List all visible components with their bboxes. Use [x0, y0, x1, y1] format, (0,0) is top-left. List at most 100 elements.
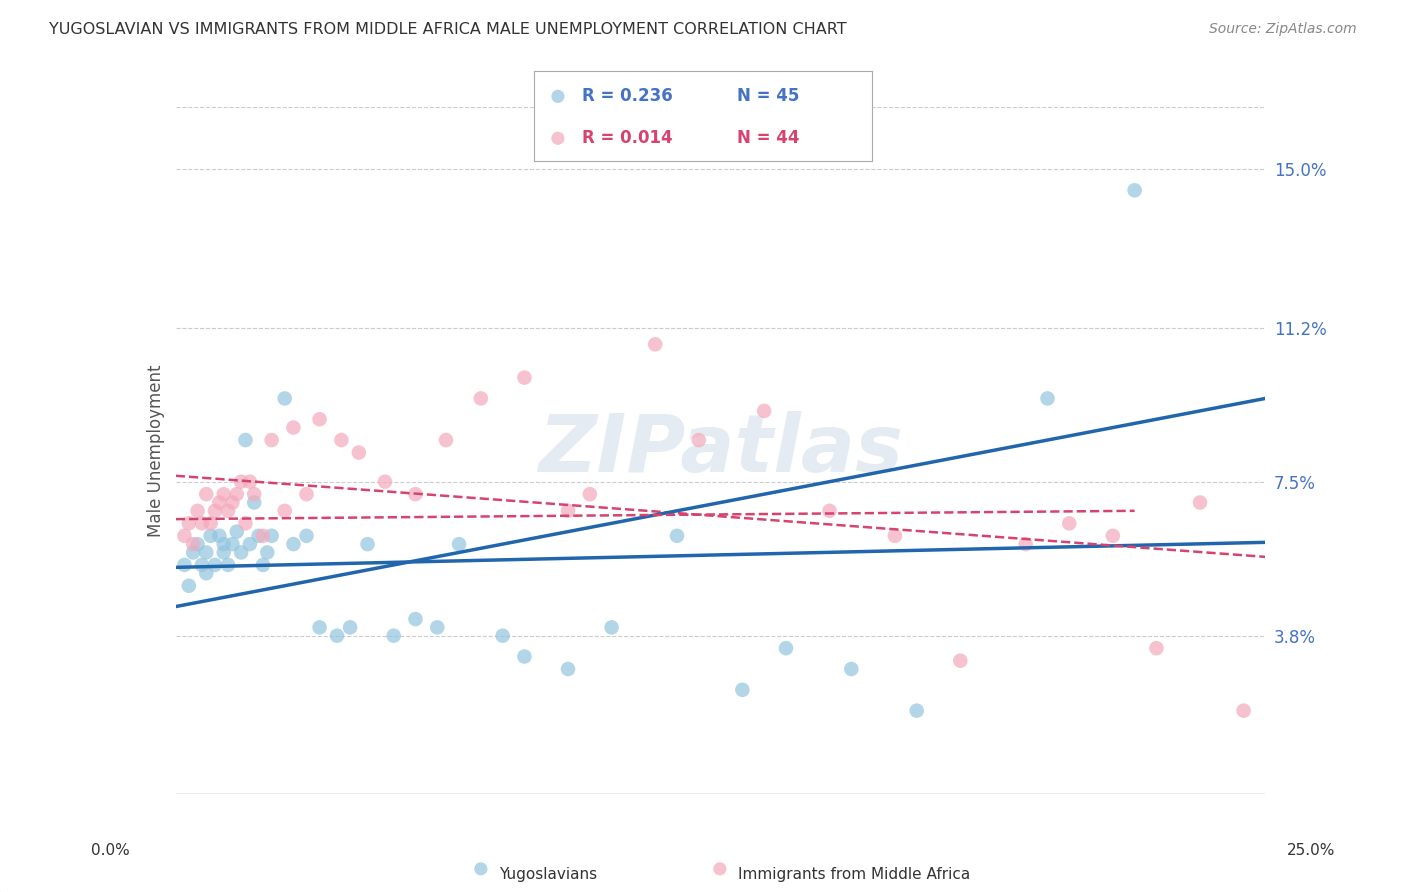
Point: [326, 629, 349, 643]
Point: [274, 392, 297, 406]
Point: [191, 516, 214, 531]
Point: [644, 337, 666, 351]
Point: [547, 89, 569, 103]
Text: 25.0%: 25.0%: [1288, 843, 1336, 858]
Point: [200, 516, 222, 531]
Point: [247, 529, 270, 543]
Point: [600, 620, 623, 634]
Text: Immigrants from Middle Africa: Immigrants from Middle Africa: [738, 867, 970, 881]
Point: [374, 475, 396, 489]
Point: [212, 487, 235, 501]
Point: [239, 537, 262, 551]
Point: [235, 433, 257, 447]
Text: R = 0.236: R = 0.236: [582, 87, 672, 105]
Point: [217, 504, 239, 518]
Point: [492, 629, 515, 643]
Point: [405, 487, 427, 501]
Text: ZIPatlas: ZIPatlas: [538, 411, 903, 490]
Point: [195, 487, 218, 501]
Point: [221, 537, 243, 551]
Point: [186, 537, 209, 551]
Point: [181, 545, 204, 559]
Point: [212, 537, 235, 551]
Point: [905, 704, 928, 718]
Point: [308, 412, 330, 426]
Point: [221, 495, 243, 509]
Point: [256, 545, 278, 559]
Point: [283, 537, 305, 551]
Point: [295, 487, 318, 501]
Point: [1036, 392, 1059, 406]
Point: [239, 475, 262, 489]
Point: [308, 620, 330, 634]
Point: [274, 504, 297, 518]
Y-axis label: Male Unemployment: Male Unemployment: [146, 364, 165, 537]
Point: [347, 445, 370, 459]
Point: [949, 654, 972, 668]
Point: [1123, 183, 1146, 197]
Point: [173, 558, 195, 572]
Point: [225, 524, 247, 539]
Point: [1232, 704, 1256, 718]
Point: [731, 682, 754, 697]
Text: 0.0%: 0.0%: [91, 843, 131, 858]
Point: [1102, 529, 1125, 543]
Point: [252, 558, 274, 572]
Point: [208, 529, 231, 543]
Text: YUGOSLAVIAN VS IMMIGRANTS FROM MIDDLE AFRICA MALE UNEMPLOYMENT CORRELATION CHART: YUGOSLAVIAN VS IMMIGRANTS FROM MIDDLE AF…: [49, 22, 846, 37]
Point: [212, 545, 235, 559]
Point: [177, 516, 200, 531]
Point: [181, 537, 204, 551]
Point: [208, 495, 231, 509]
Point: [1057, 516, 1080, 531]
Point: [243, 487, 266, 501]
Point: [260, 529, 283, 543]
Point: [252, 529, 274, 543]
Point: [217, 558, 239, 572]
Point: [177, 579, 200, 593]
Point: [231, 545, 253, 559]
Point: [775, 641, 797, 656]
Point: [557, 504, 579, 518]
Text: Yugoslavians: Yugoslavians: [499, 867, 598, 881]
Point: [283, 420, 305, 434]
Point: [295, 529, 318, 543]
Point: [754, 404, 776, 418]
Point: [231, 475, 253, 489]
Point: [1144, 641, 1167, 656]
Point: [1189, 495, 1212, 509]
Point: [204, 558, 226, 572]
Point: [339, 620, 361, 634]
Text: N = 44: N = 44: [737, 129, 799, 147]
Point: [688, 433, 710, 447]
Point: [356, 537, 378, 551]
Point: [204, 504, 226, 518]
Point: [186, 504, 209, 518]
Point: [195, 545, 218, 559]
Point: [382, 629, 405, 643]
Point: [470, 862, 492, 876]
Point: [513, 370, 536, 384]
Point: [405, 612, 427, 626]
Point: [260, 433, 283, 447]
Point: [579, 487, 602, 501]
Point: [330, 433, 353, 447]
Point: [434, 433, 457, 447]
Point: [235, 516, 257, 531]
Point: [191, 558, 214, 572]
Text: N = 45: N = 45: [737, 87, 799, 105]
Point: [225, 487, 247, 501]
Point: [666, 529, 689, 543]
Point: [447, 537, 470, 551]
Point: [884, 529, 907, 543]
Point: [173, 529, 195, 543]
Point: [200, 529, 222, 543]
Point: [841, 662, 863, 676]
Point: [513, 649, 536, 664]
Point: [470, 392, 492, 406]
Point: [557, 662, 579, 676]
Point: [195, 566, 218, 581]
Text: R = 0.014: R = 0.014: [582, 129, 672, 147]
Point: [426, 620, 449, 634]
Point: [818, 504, 841, 518]
